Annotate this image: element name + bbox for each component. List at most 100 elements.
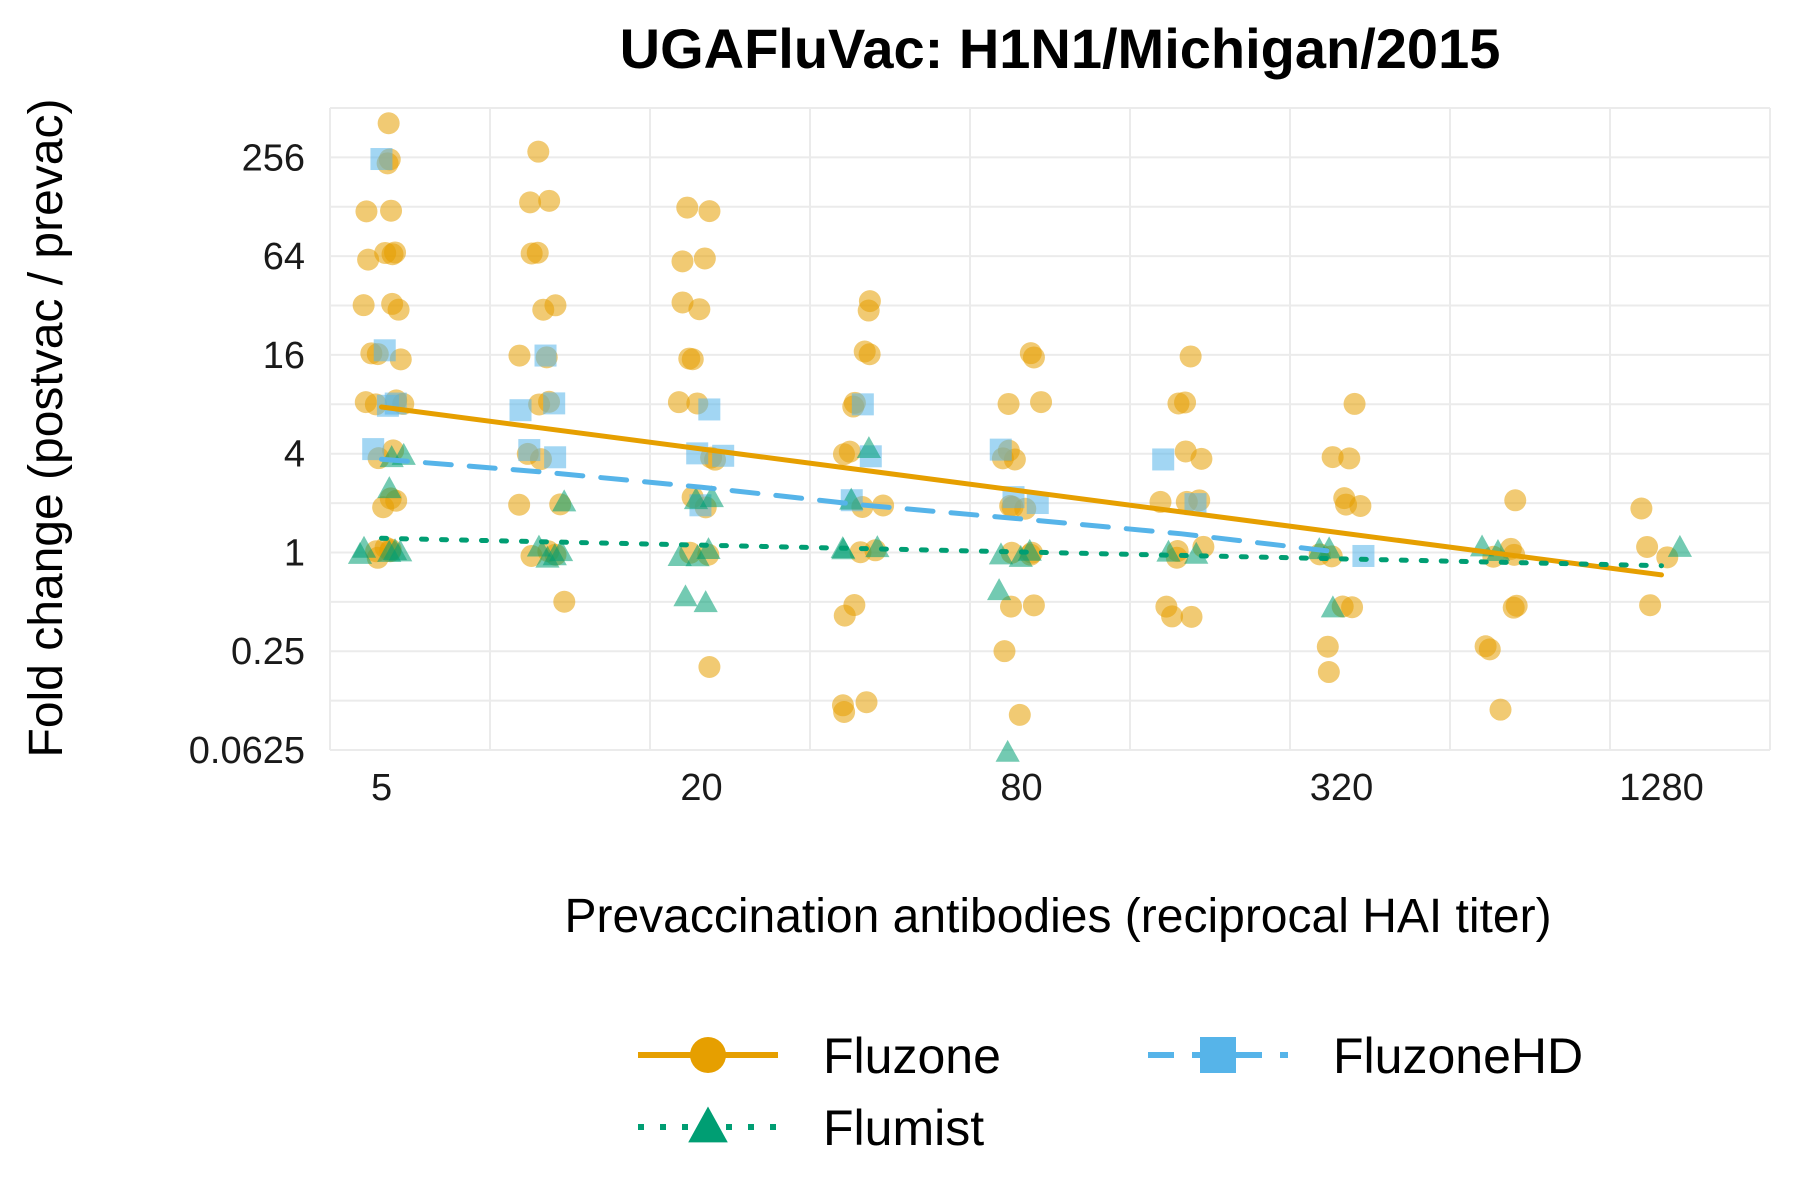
data-point <box>1026 492 1049 515</box>
legend-key-marker <box>1200 1037 1236 1073</box>
data-point <box>699 485 724 508</box>
data-point <box>538 189 561 212</box>
data-point <box>526 241 549 264</box>
data-point <box>519 191 542 214</box>
data-point <box>671 291 694 314</box>
data-point <box>678 347 701 370</box>
trend-line <box>379 404 1664 578</box>
data-point <box>696 537 721 560</box>
data-point <box>544 446 567 469</box>
data-point <box>855 691 878 714</box>
data-point <box>380 199 403 222</box>
data-point <box>1167 392 1190 415</box>
data-point <box>518 439 541 462</box>
data-point <box>1017 538 1042 561</box>
data-point <box>534 344 557 367</box>
data-point <box>542 543 567 566</box>
data-point <box>532 298 555 321</box>
data-point <box>1349 495 1372 518</box>
y-tick-label: 0.0625 <box>189 730 305 772</box>
x-tick-labels: 5 20 80 320 1280 <box>371 767 1704 809</box>
data-point <box>374 241 397 264</box>
data-point <box>989 438 1012 461</box>
data-point <box>1022 594 1045 617</box>
data-point <box>685 544 710 567</box>
data-point <box>688 298 711 321</box>
data-point <box>865 535 890 558</box>
data-point <box>1180 605 1203 628</box>
data-point <box>381 292 404 315</box>
y-tick-labels: 256 64 16 4 1 0.25 0.0625 <box>189 137 305 772</box>
data-point <box>995 739 1020 762</box>
data-point <box>1320 595 1345 618</box>
data-point <box>377 476 402 499</box>
data-point <box>698 398 721 421</box>
data-point <box>1000 595 1023 618</box>
data-point <box>377 112 400 135</box>
data-point <box>673 584 698 607</box>
data-point <box>1478 638 1501 661</box>
data-point <box>1489 698 1512 721</box>
data-point <box>856 436 881 459</box>
data-point <box>1317 661 1340 684</box>
data-point <box>667 391 690 414</box>
data-point <box>843 594 866 617</box>
legend-key-marker <box>690 1037 726 1073</box>
data-point <box>676 196 699 219</box>
data-point <box>1316 635 1339 658</box>
data-point <box>1190 447 1213 470</box>
data-point <box>997 392 1020 415</box>
data-point <box>832 443 855 466</box>
legend-label: Flumist <box>823 1100 984 1156</box>
data-point <box>1152 448 1175 471</box>
y-tick-label: 4 <box>284 434 305 476</box>
data-point <box>1019 342 1042 365</box>
x-tick-label: 1280 <box>1619 767 1704 809</box>
data-point <box>355 200 378 223</box>
data-point <box>1321 446 1344 469</box>
y-tick-label: 16 <box>263 335 305 377</box>
y-tick-label: 64 <box>263 236 305 278</box>
data-point <box>552 489 577 512</box>
data-point <box>858 290 881 313</box>
y-tick-label: 256 <box>242 137 305 179</box>
data-point <box>1504 489 1527 512</box>
data-point <box>1161 605 1184 628</box>
data-point <box>543 392 566 415</box>
data-point <box>667 544 692 566</box>
data-point <box>1352 544 1375 567</box>
data-point <box>1179 345 1202 368</box>
data-point <box>993 640 1016 663</box>
trend-lines <box>379 404 1664 578</box>
data-point <box>671 250 694 273</box>
data-point <box>693 590 718 613</box>
y-tick-label: 0.25 <box>231 631 305 673</box>
x-axis-title: Prevaccination antibodies (reciprocal HA… <box>564 890 1551 943</box>
data-point <box>1184 493 1207 516</box>
data-point <box>987 578 1012 601</box>
legend-label: FluzoneHD <box>1333 1028 1583 1084</box>
data-point <box>698 200 721 223</box>
data-point <box>858 343 881 366</box>
data-point <box>508 493 531 516</box>
data-point <box>1343 392 1366 415</box>
data-point <box>1667 534 1693 557</box>
data-point <box>553 590 576 613</box>
data-point <box>1008 703 1031 726</box>
data-point <box>508 344 531 367</box>
data-point <box>1630 497 1653 520</box>
x-tick-label: 5 <box>371 767 392 809</box>
legend: Fluzone FluzoneHD Flumist <box>638 1028 1583 1156</box>
y-axis-title: Fold change (postvac / prevac) <box>20 99 73 758</box>
y-tick-label: 1 <box>284 532 305 574</box>
data-point <box>1030 391 1053 414</box>
data-point <box>833 700 856 723</box>
data-point <box>1338 447 1361 470</box>
data-point <box>351 535 377 558</box>
x-tick-label: 80 <box>1000 767 1042 809</box>
x-tick-label: 320 <box>1310 767 1373 809</box>
data-point <box>509 399 532 422</box>
data-point <box>357 248 380 271</box>
data-point <box>698 655 721 678</box>
